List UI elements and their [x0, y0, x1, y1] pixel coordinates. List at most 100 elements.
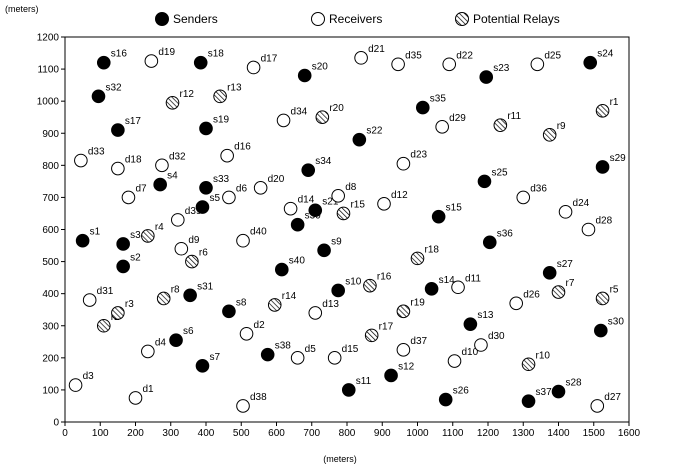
point-label: d6	[236, 183, 248, 194]
x-tick-label: 1200	[477, 428, 500, 439]
point-label: r10	[536, 350, 551, 361]
point-label: d37	[410, 336, 427, 347]
point-label: s18	[208, 49, 225, 60]
point-label: d34	[291, 106, 308, 117]
sender-point	[183, 288, 197, 303]
relay-point	[267, 298, 282, 312]
point-label: s4	[167, 171, 178, 182]
sender-point	[297, 68, 312, 83]
y-tick-label: 100	[42, 385, 59, 396]
point-label: s20	[312, 62, 329, 73]
point-label: d25	[544, 50, 561, 61]
point-label: r3	[125, 299, 134, 310]
x-tick-label: 1400	[547, 428, 570, 439]
y-tick-label: 1200	[37, 33, 60, 44]
sender-point	[424, 282, 439, 296]
receiver-point	[442, 57, 457, 72]
x-tick-label: 800	[339, 428, 356, 439]
point-label: r13	[227, 82, 242, 93]
x-tick-label: 900	[374, 428, 391, 439]
point-label: r17	[379, 321, 394, 332]
point-label: d23	[410, 150, 427, 161]
point-label: s3	[130, 230, 141, 241]
receiver-point	[290, 351, 305, 365]
receiver-point	[283, 201, 298, 216]
point-label: s2	[130, 252, 141, 263]
point-label: d36	[530, 183, 547, 194]
point-label: d16	[234, 142, 251, 153]
point-label: d22	[456, 50, 473, 61]
point-label: s11	[356, 376, 372, 387]
receiver-point	[121, 190, 136, 205]
point-label: d21	[368, 44, 385, 55]
point-label: r7	[566, 278, 575, 289]
point-label: s26	[453, 386, 470, 397]
relay-point	[111, 306, 125, 320]
legend-marker-receivers	[311, 12, 325, 26]
receiver-point	[222, 190, 236, 205]
point-label: d3	[83, 371, 95, 382]
point-label: s17	[125, 116, 142, 127]
sender-point	[193, 55, 208, 70]
point-label: s6	[183, 326, 194, 337]
data-points: s1 s2 s3 s4 s5 s6 s7 s8 s9 s10 s11 s12 s13 s14 s15 s16 s…	[68, 44, 626, 413]
x-axis-title: (meters)	[323, 454, 357, 464]
sender-point	[583, 55, 598, 70]
point-label: d29	[449, 113, 466, 124]
sender-point	[479, 70, 494, 84]
point-label: d19	[158, 47, 175, 58]
sender-point	[341, 383, 356, 397]
point-label: s38	[275, 341, 292, 352]
receiver-point	[331, 189, 345, 203]
y-tick-label: 1100	[37, 65, 59, 76]
relay-point	[551, 285, 566, 299]
point-label: s24	[597, 49, 614, 60]
x-axis-ticks: 0 100 200 300 400 500 600 700 800 900 1000 1100 1200…	[62, 422, 641, 439]
point-label: s28	[566, 378, 583, 389]
relay-point	[410, 251, 425, 266]
point-label: s27	[557, 259, 574, 270]
relay-point	[493, 118, 508, 133]
relay-point	[595, 291, 610, 306]
point-label: r5	[610, 284, 619, 295]
point-label: s16	[111, 49, 128, 60]
receiver-point	[516, 190, 531, 205]
point-label: s13	[477, 310, 494, 321]
point-label: r19	[410, 297, 425, 308]
point-label: s36	[497, 228, 514, 239]
sender-point	[463, 317, 478, 331]
legend-label-receivers: Receivers	[329, 12, 382, 26]
sender-point	[352, 132, 367, 147]
x-tick-label: 300	[162, 428, 179, 439]
receiver-point	[354, 51, 368, 65]
point-label: d33	[88, 147, 105, 158]
x-tick-label: 1500	[583, 428, 606, 439]
point-label: r8	[171, 284, 180, 295]
receiver-point	[128, 391, 143, 405]
point-label: d9	[188, 235, 200, 246]
y-axis-title: (meters)	[5, 4, 39, 14]
point-label: r6	[199, 248, 208, 259]
receiver-point	[236, 233, 250, 248]
receiver-point	[396, 343, 411, 357]
receiver-point	[581, 222, 596, 237]
y-tick-label: 700	[42, 193, 59, 204]
point-label: s8	[236, 297, 247, 308]
point-label: d15	[342, 344, 359, 355]
legend-label-senders: Senders	[173, 12, 218, 26]
sender-point	[111, 123, 125, 137]
point-label: d5	[305, 344, 317, 355]
receiver-point	[530, 57, 545, 72]
point-label: d17	[261, 53, 278, 64]
x-tick-label: 1000	[406, 428, 429, 439]
relay-point	[396, 304, 411, 319]
x-tick-label: 1300	[512, 428, 535, 439]
y-tick-label: 600	[42, 225, 59, 236]
point-label: d32	[169, 151, 186, 162]
point-label: d10	[462, 347, 479, 358]
legend-marker-senders	[155, 12, 169, 26]
sender-point	[199, 121, 213, 136]
receiver-point	[451, 280, 465, 295]
point-label: d27	[604, 392, 621, 403]
receiver-point	[558, 205, 573, 219]
